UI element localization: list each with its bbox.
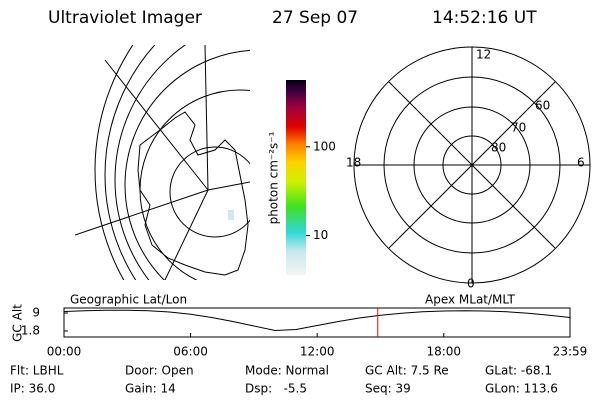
lat-label: 70: [511, 121, 526, 135]
status-field: Door: Open: [125, 364, 194, 378]
colorbar: [286, 80, 306, 275]
x-tick-label: 23:59: [553, 345, 588, 359]
title-instrument: Ultraviolet Imager: [48, 8, 202, 28]
x-tick-label: 00:00: [47, 345, 82, 359]
x-tick-label: 06:00: [173, 345, 208, 359]
mlt-label: 18: [346, 156, 361, 170]
title-time: 14:52:16 UT: [432, 8, 537, 28]
status-field: GLat: -68.1: [485, 364, 552, 378]
status-field: Mode: Normal: [245, 364, 329, 378]
status-field: GC Alt: 7.5 Re: [365, 364, 449, 378]
lat-label: 60: [535, 99, 550, 113]
status-field: GLon: 113.6: [485, 382, 558, 396]
mlt-label: 12: [476, 48, 491, 62]
colorbar-label: photon cm⁻²s⁻¹: [267, 131, 281, 224]
y-tick-label: 1.8: [21, 324, 40, 338]
polar-grid: [353, 46, 591, 284]
lat-label: 80: [491, 141, 506, 155]
status-field: Seq: 39: [365, 382, 411, 396]
mlt-label: 0: [467, 277, 475, 291]
altitude-line: [63, 309, 571, 332]
mlt-label: 6: [577, 156, 585, 170]
y-tick-label: 9: [32, 306, 40, 320]
status-field: IP: 36.0: [10, 382, 55, 396]
plot-frame: [63, 307, 571, 338]
panel-right-label: Apex MLat/MLT: [425, 293, 515, 307]
x-tick-label: 12:00: [300, 345, 335, 359]
geo-map: [75, 45, 250, 280]
status-field: Flt: LBHL: [10, 364, 64, 378]
colorbar-tick-label: 100: [313, 139, 336, 153]
title-date: 27 Sep 07: [272, 8, 358, 28]
y-axis-label: GC Alt: [11, 304, 25, 342]
status-field: Gain: 14: [125, 382, 176, 396]
panel-left-label: Geographic Lat/Lon: [70, 293, 187, 307]
x-tick-label: 18:00: [426, 345, 461, 359]
colorbar-tick-label: 10: [313, 228, 328, 242]
status-field: Dsp: -5.5: [245, 382, 307, 396]
